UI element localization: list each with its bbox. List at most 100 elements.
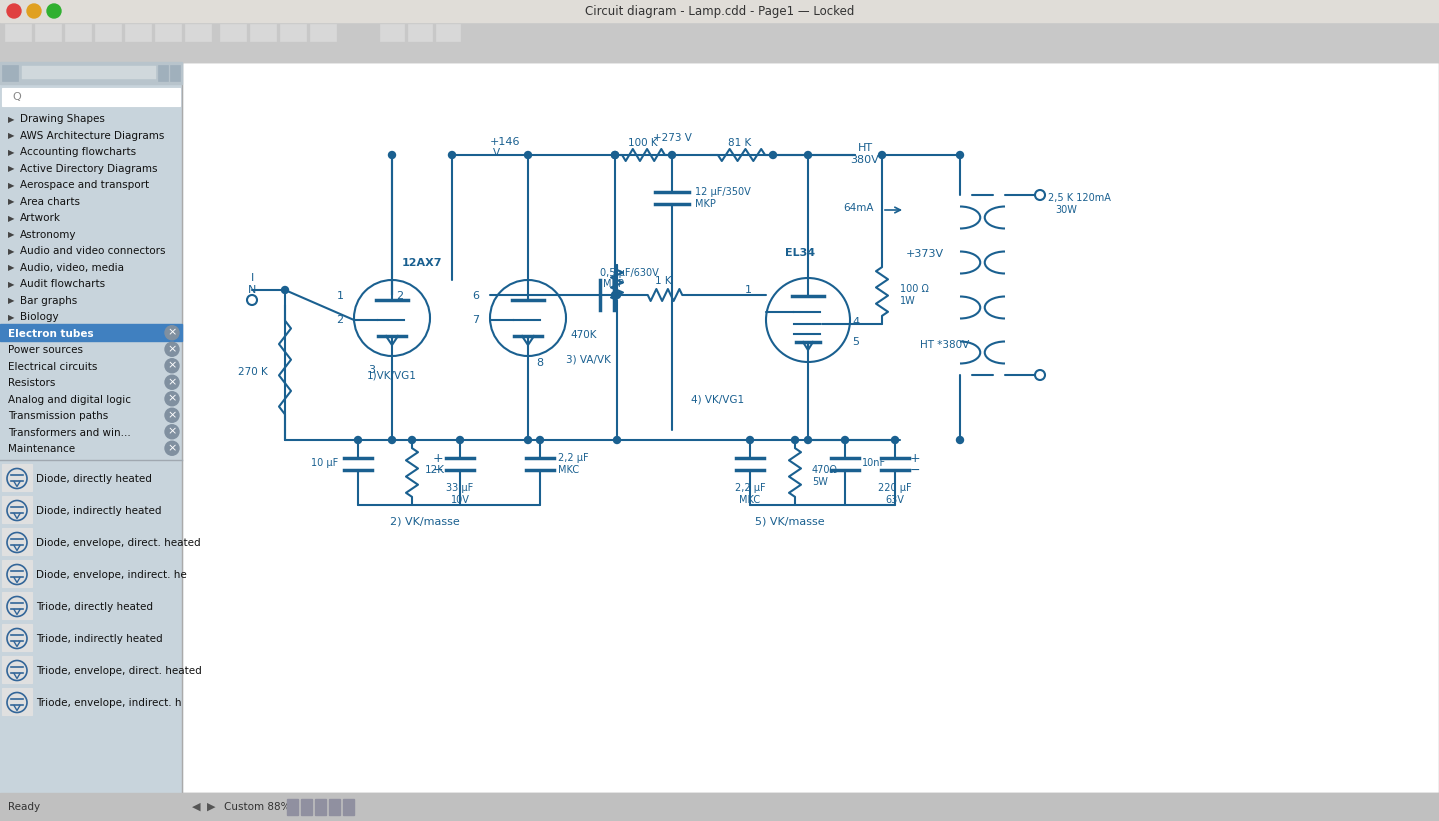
Bar	[1, 689, 32, 715]
Text: 2: 2	[396, 291, 403, 301]
Text: 30W: 30W	[1055, 205, 1076, 215]
Text: Resistors: Resistors	[9, 378, 55, 388]
Text: ▶: ▶	[9, 246, 14, 255]
Text: ◀: ◀	[191, 802, 200, 812]
Text: ×: ×	[167, 378, 177, 388]
Text: ×: ×	[167, 427, 177, 437]
Text: 1)VK/VG1: 1)VK/VG1	[367, 371, 417, 381]
Circle shape	[389, 152, 396, 158]
Text: Active Directory Diagrams: Active Directory Diagrams	[20, 163, 157, 173]
Text: Ready: Ready	[9, 802, 40, 812]
Text: Triode, envelope, direct. heated: Triode, envelope, direct. heated	[36, 666, 201, 676]
Bar	[35, 24, 60, 41]
Circle shape	[389, 437, 396, 443]
Bar	[1, 497, 32, 524]
Bar	[1, 657, 32, 684]
Text: ×: ×	[167, 443, 177, 453]
Circle shape	[842, 437, 849, 443]
Bar	[0, 22, 1439, 62]
Circle shape	[165, 408, 178, 422]
Text: 380V: 380V	[850, 155, 879, 165]
Text: Analog and digital logic: Analog and digital logic	[9, 395, 131, 405]
Circle shape	[804, 152, 812, 158]
Bar	[0, 793, 1439, 821]
Text: 4: 4	[852, 317, 859, 327]
Circle shape	[612, 152, 619, 158]
Bar	[186, 24, 212, 41]
Circle shape	[892, 437, 898, 443]
Circle shape	[747, 437, 754, 443]
Text: 270 K: 270 K	[239, 367, 268, 377]
Circle shape	[524, 437, 531, 443]
Bar	[4, 24, 32, 41]
Text: Triode, envelope, indirect. h: Triode, envelope, indirect. h	[36, 698, 181, 708]
Text: ▶: ▶	[9, 230, 14, 239]
Bar	[342, 799, 354, 815]
Text: Aerospace and transport: Aerospace and transport	[20, 180, 150, 190]
Text: Area charts: Area charts	[20, 196, 81, 207]
Text: 10V: 10V	[450, 495, 469, 505]
Bar	[22, 66, 155, 79]
Text: 100 Ω: 100 Ω	[899, 284, 930, 294]
Text: 1: 1	[744, 285, 751, 295]
Bar	[286, 799, 298, 815]
Bar	[0, 0, 1439, 22]
Text: MKP: MKP	[603, 279, 625, 289]
Text: 12AX7: 12AX7	[401, 258, 442, 268]
Text: 4) VK/VG1: 4) VK/VG1	[691, 395, 744, 405]
Text: 2: 2	[337, 315, 344, 325]
Text: Electrical circuits: Electrical circuits	[9, 361, 98, 372]
Bar	[95, 24, 121, 41]
Circle shape	[957, 152, 964, 158]
Text: 33 µF: 33 µF	[446, 483, 473, 493]
Text: +273 V: +273 V	[652, 133, 691, 143]
Text: 470Ω: 470Ω	[812, 465, 837, 475]
Text: Transmission paths: Transmission paths	[9, 411, 108, 421]
Text: Triode, directly heated: Triode, directly heated	[36, 602, 153, 612]
Text: Audit flowcharts: Audit flowcharts	[20, 279, 105, 289]
Circle shape	[354, 437, 361, 443]
Bar	[301, 799, 312, 815]
Text: HT *380V: HT *380V	[921, 340, 970, 350]
Circle shape	[409, 437, 416, 443]
Bar	[170, 65, 180, 81]
Text: 470K: 470K	[570, 330, 597, 340]
Bar	[1, 529, 32, 556]
Bar	[330, 799, 340, 815]
Text: −: −	[433, 464, 443, 476]
Circle shape	[791, 437, 799, 443]
Bar	[309, 24, 335, 41]
Text: 1W: 1W	[899, 296, 915, 306]
Text: Custom 88%: Custom 88%	[224, 802, 291, 812]
Text: ▶: ▶	[9, 115, 14, 124]
Text: MKP: MKP	[695, 199, 715, 209]
Text: 10 µF: 10 µF	[311, 458, 338, 468]
Bar	[1, 465, 32, 492]
Text: ▶: ▶	[9, 164, 14, 173]
Bar	[250, 24, 276, 41]
Text: ▶: ▶	[9, 313, 14, 322]
Text: N: N	[248, 285, 256, 295]
Text: 3: 3	[368, 365, 376, 375]
Text: Electron tubes: Electron tubes	[9, 328, 94, 338]
Text: 6: 6	[472, 291, 479, 301]
Bar	[0, 62, 181, 793]
Text: MKC: MKC	[558, 465, 578, 475]
Text: 100 K: 100 K	[629, 138, 658, 148]
Text: ▶: ▶	[9, 148, 14, 157]
Text: ▶: ▶	[9, 296, 14, 305]
Circle shape	[613, 291, 620, 299]
Bar	[1, 561, 32, 588]
Bar	[1, 593, 32, 620]
Bar	[1, 88, 180, 106]
Text: Astronomy: Astronomy	[20, 230, 76, 240]
Text: 3) VA/VK: 3) VA/VK	[566, 355, 610, 365]
Text: 8: 8	[537, 358, 544, 368]
Text: −: −	[909, 464, 921, 476]
Circle shape	[27, 4, 40, 18]
Text: Triode, indirectly heated: Triode, indirectly heated	[36, 634, 163, 644]
Circle shape	[165, 441, 178, 456]
Text: 10nF: 10nF	[862, 458, 886, 468]
Text: Diode, directly heated: Diode, directly heated	[36, 474, 153, 484]
Bar	[436, 24, 460, 41]
